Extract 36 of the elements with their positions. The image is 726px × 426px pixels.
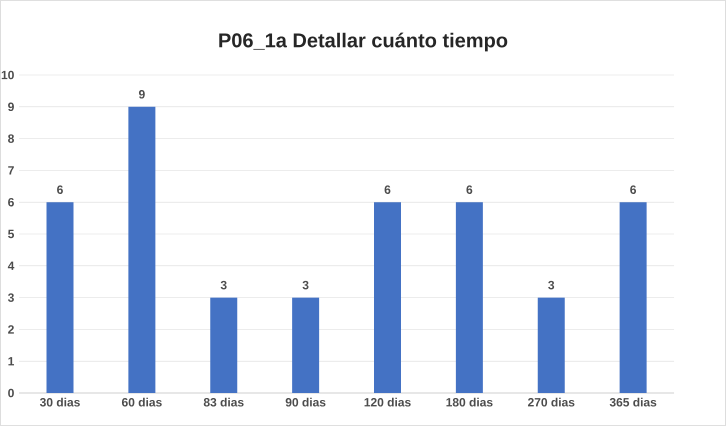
- chart-title: P06_1a Detallar cuánto tiempo: [219, 32, 508, 52]
- x-tick-label: 60 dias: [122, 398, 162, 407]
- y-tick-label: 5: [8, 230, 14, 238]
- bar: [374, 202, 401, 393]
- y-tick-label: 3: [8, 293, 14, 302]
- x-tick-label: 120 dias: [364, 398, 411, 407]
- y-tick-label: 8: [8, 134, 14, 143]
- data-label: 6: [630, 185, 636, 194]
- y-tick-label: 7: [8, 166, 14, 175]
- x-tick-label: 180 dias: [446, 398, 493, 407]
- x-tick-label: 83 dias: [204, 398, 244, 407]
- bar: [128, 106, 156, 393]
- x-tick-label: 90 dias: [286, 398, 326, 407]
- data-label: 6: [57, 185, 63, 194]
- bar: [456, 202, 483, 393]
- data-label: 6: [466, 185, 472, 194]
- x-tick-label: 365 dias: [610, 398, 656, 407]
- bar: [620, 202, 647, 393]
- bar: [46, 202, 74, 393]
- y-tick-label: 4: [8, 262, 14, 270]
- y-tick-label: 6: [8, 198, 14, 206]
- y-tick-label: 10: [2, 70, 14, 80]
- data-label: 3: [220, 280, 227, 290]
- x-tick-label: 270 dias: [528, 398, 574, 407]
- data-label: 9: [138, 90, 145, 99]
- bar: [538, 298, 565, 393]
- data-label: 6: [384, 185, 390, 194]
- y-tick-label: 2: [8, 325, 14, 334]
- y-tick-label: 9: [8, 102, 14, 112]
- y-tick-label: 1: [8, 357, 14, 366]
- x-tick-label: 30 dias: [40, 398, 80, 407]
- data-label: 3: [548, 280, 554, 290]
- bar: [292, 298, 320, 393]
- y-tick-label: 0: [8, 388, 14, 398]
- data-label: 3: [302, 280, 309, 290]
- bar: [210, 298, 238, 393]
